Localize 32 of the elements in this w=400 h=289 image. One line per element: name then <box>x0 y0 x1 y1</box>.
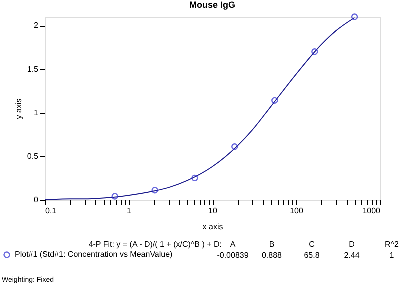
y-tick-label: 0.5 <box>27 152 40 161</box>
text: A <box>230 240 236 249</box>
text: 2.44 <box>344 251 360 260</box>
point <box>351 14 358 20</box>
point <box>232 144 238 150</box>
legend-label: Plot#1 (Std#1: Concentration vs MeanValue) <box>15 250 174 259</box>
text: 65.8 <box>304 251 320 260</box>
text: R^2 <box>385 240 400 249</box>
x-tick-label: 1000 <box>362 206 382 216</box>
point <box>192 174 198 182</box>
x-tick-label: 100 <box>290 206 304 216</box>
text: D <box>349 240 356 249</box>
x-axis-title: x axis <box>202 222 224 232</box>
point <box>272 97 278 104</box>
x-tick-label: 0.1 <box>46 206 58 216</box>
text: -0.00839 <box>217 251 250 260</box>
text: 0.888 <box>262 251 283 260</box>
y-tick-label: 1.5 <box>27 64 40 74</box>
y-tick-label: 2 <box>34 21 40 30</box>
point <box>152 187 158 194</box>
point <box>312 48 318 56</box>
y-axis-title: y axis <box>14 98 24 120</box>
y-tick-label: 1 <box>34 108 40 118</box>
text: 1 <box>390 251 395 260</box>
x-tick-label: 1 <box>127 206 132 216</box>
y-tick-label: 0 <box>34 196 40 204</box>
chart-title: Mouse IgG <box>189 0 236 10</box>
text: C <box>309 240 316 249</box>
text: 4-P Fit: y = (A - D)/( 1 + (x/C)^B ) + D: <box>88 240 222 249</box>
point <box>112 193 118 200</box>
x-tick-label: 10 <box>208 206 218 216</box>
text: B <box>269 240 275 249</box>
